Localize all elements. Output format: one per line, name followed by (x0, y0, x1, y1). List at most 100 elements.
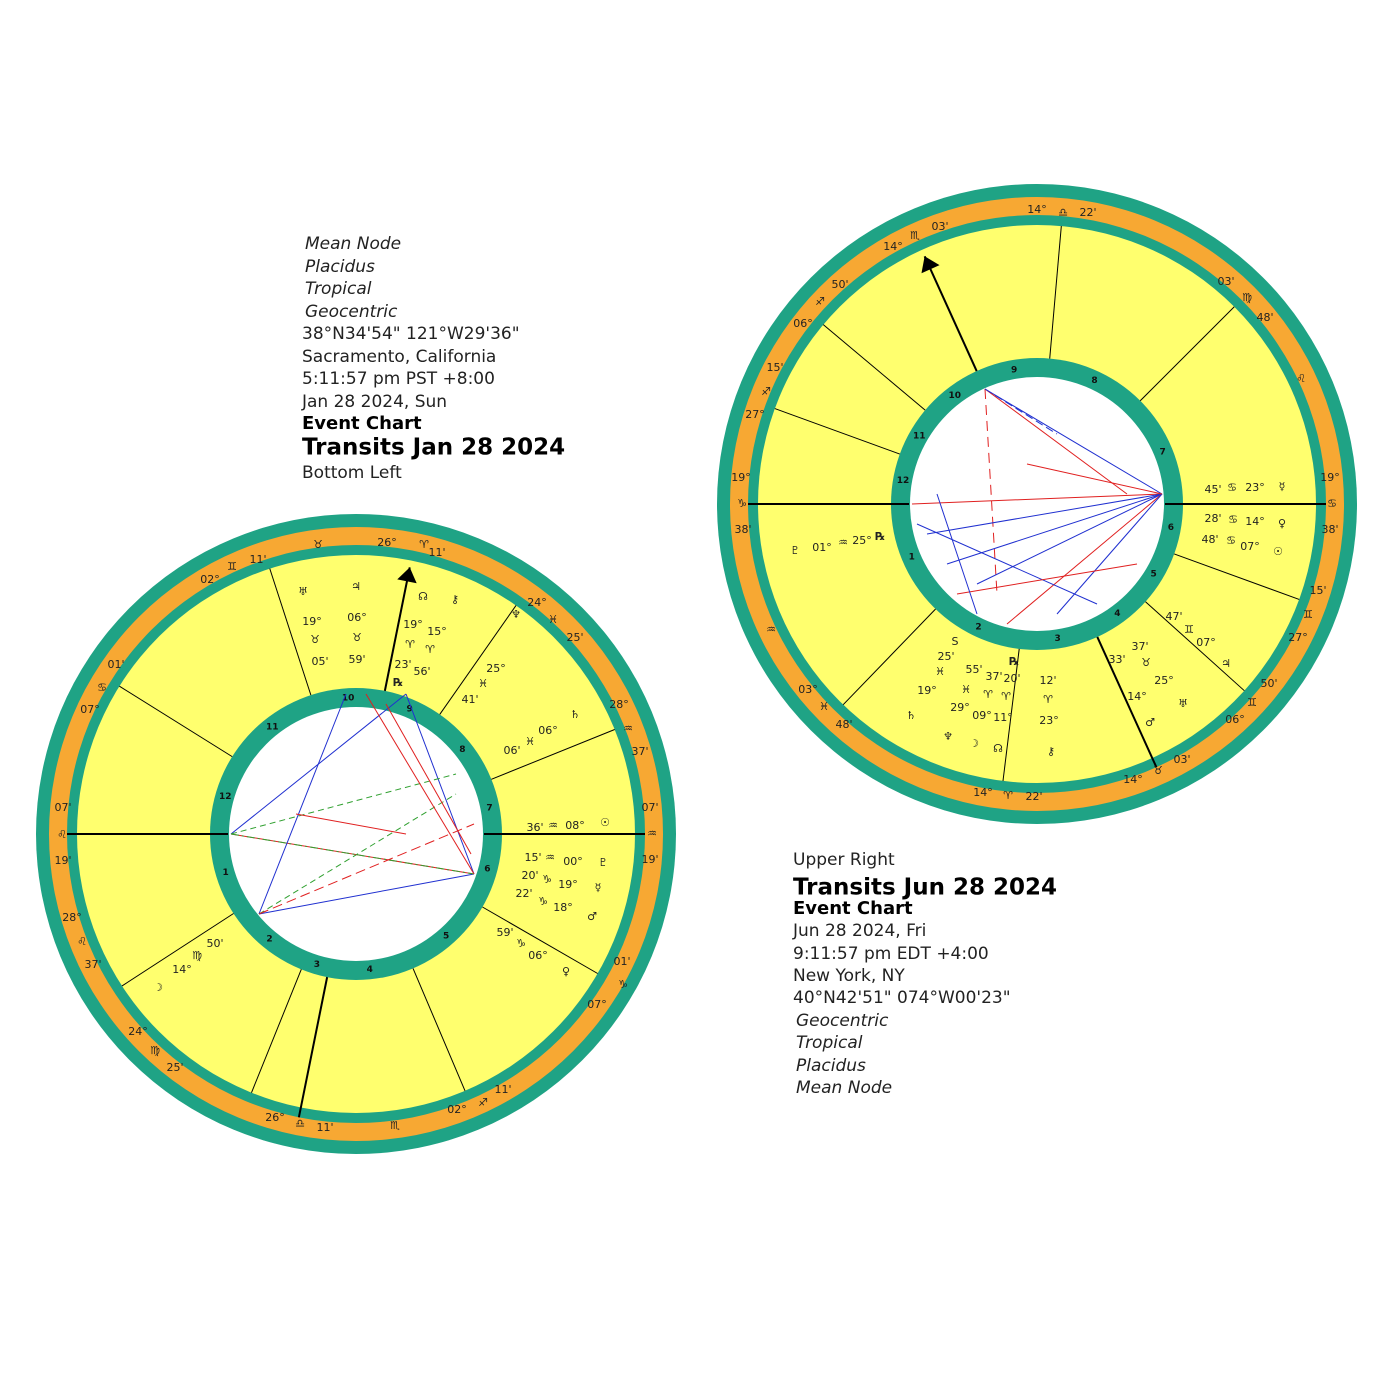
planet-label: ☽ (153, 981, 163, 994)
ring-label: 03' (931, 220, 948, 233)
ring-label: 19° (731, 471, 751, 484)
ring-label: ♍ (1242, 291, 1252, 304)
ring-label: ♒ (623, 722, 633, 735)
ring-label: ♎ (295, 1117, 305, 1130)
planet-label: ♑ (538, 895, 548, 908)
planet-label: ♉ (310, 633, 320, 646)
planet-label: ♓ (961, 683, 971, 696)
house-cusp (1002, 648, 1020, 781)
ring-label: ♌ (77, 935, 87, 948)
ring-label: ♑ (737, 497, 747, 510)
info-line: 9:11:57 pm EDT +4:00 (793, 944, 989, 964)
planet-label: ♈ (1043, 693, 1053, 706)
info-line: Upper Right (793, 850, 895, 870)
mc-arrow (921, 256, 940, 274)
info-line: New York, NY (793, 966, 905, 986)
aspect-line (385, 703, 472, 855)
aspect-line (365, 693, 475, 875)
planet-label: ♈ (983, 688, 993, 701)
planet-label: 23° (1039, 714, 1059, 727)
ring-label: 15' (1309, 584, 1326, 597)
planet-label: 56' (413, 665, 430, 678)
planet-label: ♋ (1228, 513, 1238, 526)
ring-label: 06° (793, 317, 813, 330)
aspect-line (984, 388, 1128, 495)
house-cusp (383, 567, 411, 692)
ring-label: 24° (527, 596, 547, 609)
house-number: 5 (1150, 570, 1156, 580)
planet-label: 08° (565, 819, 585, 832)
ring-label: ♊ (1303, 608, 1313, 621)
planet-label: 23' (394, 658, 411, 671)
aspect-line (258, 873, 475, 915)
planet-label: 15' (524, 851, 541, 864)
planet-label: 47' (1165, 610, 1182, 623)
aspect-line (258, 823, 475, 915)
house-number: 8 (459, 745, 465, 755)
ring-label: 22' (1079, 206, 1096, 219)
info-line: Jun 28 2024, Fri (792, 921, 926, 941)
planet-label: ♍ (192, 949, 202, 962)
aspect-line (916, 523, 1098, 605)
ring-label: ♋ (1327, 497, 1337, 510)
house-number: 6 (484, 865, 490, 875)
ring-label: 19' (54, 854, 71, 867)
planet-label: ♓ (935, 665, 945, 678)
planet-label: ♀ (562, 965, 570, 978)
planet-label: ☿ (1279, 480, 1286, 493)
planet-label: ♄ (570, 708, 580, 721)
ring-label: ♊ (1247, 696, 1257, 709)
house-number: 8 (1091, 376, 1097, 386)
planet-label: 33' (1108, 653, 1125, 666)
aspect-line (230, 833, 475, 875)
ring-label: 22' (1025, 790, 1042, 803)
house-number: 4 (367, 965, 373, 975)
planet-label: ♉ (1141, 656, 1151, 669)
house-cusp (1049, 226, 1062, 359)
aspect-line (258, 693, 347, 915)
ring-label: 14° (1123, 773, 1143, 786)
planet-label: 07° (1240, 540, 1260, 553)
planet-label: ♋ (1227, 481, 1237, 494)
ring-label: 03' (1217, 275, 1234, 288)
planet-label: ♃ (351, 580, 361, 593)
aspect-line (295, 813, 407, 835)
ring (910, 377, 1164, 631)
ring-label: ♓ (548, 613, 558, 626)
info-line: Jan 28 2024, Sun (301, 392, 447, 412)
ring-label: ♋ (97, 681, 107, 694)
aspect-line (984, 388, 1058, 435)
planet-label: 59' (348, 653, 365, 666)
ring-label: ♏ (910, 229, 920, 242)
house-cusp (842, 608, 936, 706)
ring-label: ♒ (647, 827, 657, 840)
planet-label: ☉ (600, 816, 610, 829)
ring-label: ♐ (761, 385, 771, 398)
ring-label: 06° (1225, 713, 1245, 726)
house-number: 10 (949, 391, 962, 401)
ring-label: 50' (831, 278, 848, 291)
planet-label: 45' (1204, 483, 1221, 496)
planet-label: ♑ (542, 873, 552, 886)
ring-label: ♐ (478, 1096, 488, 1109)
info-line: Bottom Left (302, 463, 402, 483)
planet-label: ♈ (1001, 690, 1011, 703)
house-number: 3 (1054, 634, 1060, 644)
ring-label: 19° (1320, 471, 1340, 484)
planet-label: 48' (1201, 533, 1218, 546)
ring-label: 25' (566, 631, 583, 644)
ring-label: 03' (1173, 753, 1190, 766)
ring-label: 24° (128, 1025, 148, 1038)
planet-label: 14° (172, 963, 192, 976)
house-number: 2 (975, 622, 981, 632)
ring-label: 50' (1260, 677, 1277, 690)
house-cusp (412, 968, 466, 1092)
ring (229, 707, 483, 961)
aspect-line (1006, 493, 1163, 625)
planet-label: 06° (528, 949, 548, 962)
planet-label: ♅ (298, 585, 308, 598)
planet-label: ☽ (969, 737, 979, 750)
planet-label: 25' (937, 650, 954, 663)
planet-label: 00° (563, 855, 583, 868)
house-cusp (1174, 553, 1300, 600)
